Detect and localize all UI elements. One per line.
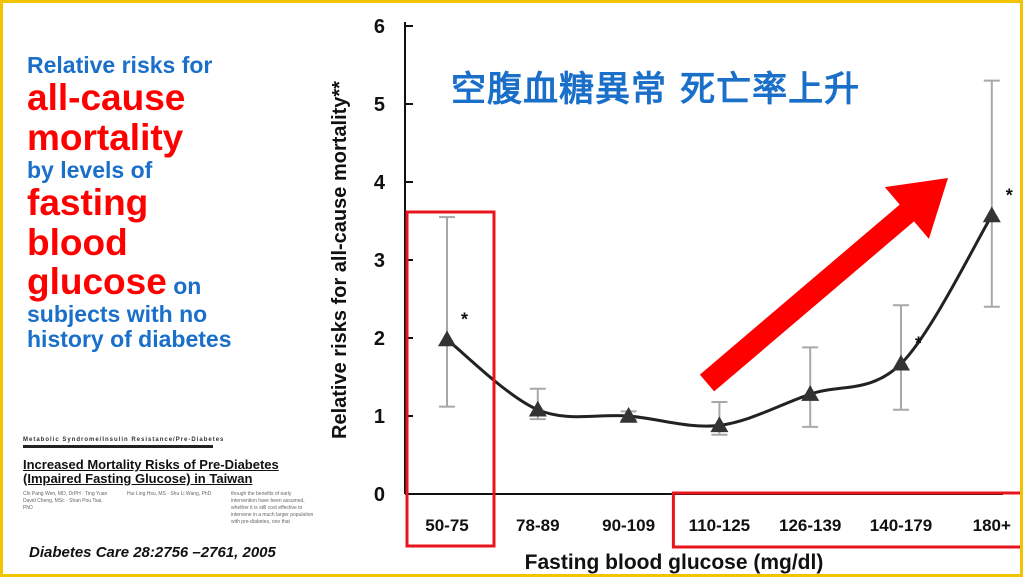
description-line-2: all-cause [27,76,186,118]
data-point [982,206,1001,223]
paper-columns: Chi Pang Wen, MD, DrPH · Ting Yuan David… [23,491,323,526]
series-line [446,214,994,428]
overlay-title: 空腹血糖異常 死亡率上升 [451,70,861,110]
slide-description: Relative risks for all-cause mortality b… [27,53,327,352]
data-point [892,354,910,371]
y-tick-label: 3 [374,250,385,272]
paper-rule [23,445,213,448]
significance-marker: * [915,334,922,354]
y-axis-label: Relative risks for all-cause mortality** [329,81,351,439]
citation: Diabetes Care 28:2756 –2761, 2005 [29,544,276,561]
description-line-8: subjects with no [27,301,208,328]
highlight-box-low [405,210,496,548]
x-axis-label: Fasting blood glucose (mg/dl) [525,551,824,574]
y-tick-label: 0 [374,484,385,506]
paper-header-excerpt: Metabolic Syndrome/Insulin Resistance/Pr… [23,437,323,526]
y-tick-label: 4 [374,172,386,194]
highlight-box-high [671,491,1020,549]
y-tick-label: 5 [374,94,385,116]
description-line-7-suffix: on [166,273,202,300]
paper-body-text: though the benefits of early interventio… [231,491,314,526]
x-tick-label: 140-179 [870,516,932,535]
description-line-6: blood [27,221,128,263]
x-tick-label: 50-75 [425,516,468,535]
x-tick-label: 126-139 [779,516,841,535]
y-tick-label: 2 [374,328,385,350]
data-point [710,416,729,433]
description-line-7-main: glucose [27,261,167,303]
x-tick-label: 180+ [973,516,1011,535]
data-point [801,385,820,401]
data-point [619,407,638,423]
description-line-9: history of diabetes [27,326,232,353]
trend-arrow [699,178,948,392]
x-tick-label: 110-125 [689,516,750,535]
significance-marker: * [461,310,468,330]
data-point [528,400,547,417]
y-tick-label: 1 [374,406,385,428]
data-point [438,330,456,347]
description-line-5: fasting [27,181,149,223]
chart: 0 1 2 3 4 5 6 50-75 78-89 90-109 110-125 126-139 140… [329,16,1020,574]
x-tick-label: 90-109 [602,516,655,535]
description-line-4: by levels of [27,156,153,183]
paper-category: Metabolic Syndrome/Insulin Resistance/Pr… [23,437,225,443]
paper-authors-1: Chi Pang Wen, MD, DrPH · Ting Yuan David… [23,491,108,512]
paper-title: Increased Mortality Risks of Pre-Diabete… [23,457,279,486]
significance-marker: * [1006,186,1013,206]
description-line-1: Relative risks for [27,52,213,78]
x-tick-label: 78-89 [516,516,559,535]
description-line-7: glucose on [27,262,327,302]
description-line-3: mortality [27,116,184,158]
y-tick-label: 6 [374,16,385,38]
paper-authors-2: Hui Ling Hsu, MS · Shu Li Wang, PhD [127,491,212,498]
